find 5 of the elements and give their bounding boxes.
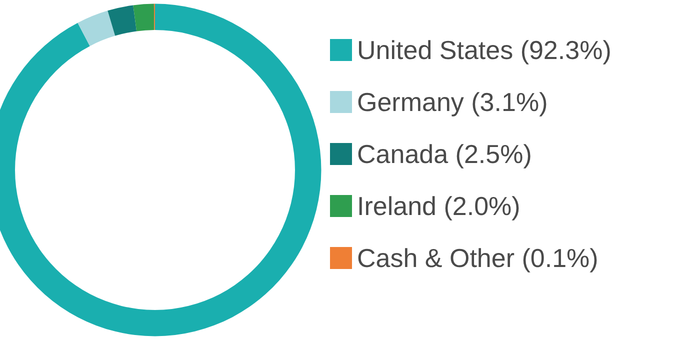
legend-label: Ireland (2.0%) [357,191,520,221]
legend-label: Germany (3.1%) [357,87,548,117]
legend-label: Cash & Other (0.1%) [357,243,598,273]
legend-label: United States (92.3%) [357,35,612,65]
legend-label: Canada (2.5%) [357,139,532,169]
